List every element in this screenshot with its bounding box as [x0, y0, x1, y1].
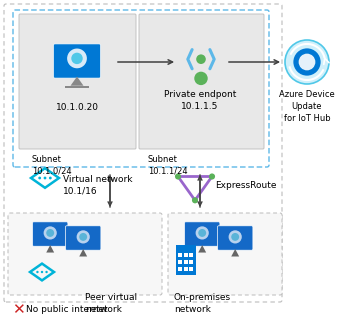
- Circle shape: [231, 233, 239, 241]
- Text: On-premises
network: On-premises network: [174, 293, 231, 314]
- Bar: [184, 267, 188, 271]
- Bar: [178, 267, 182, 271]
- Polygon shape: [198, 245, 206, 253]
- FancyBboxPatch shape: [33, 222, 68, 246]
- Circle shape: [46, 229, 54, 237]
- Bar: [184, 260, 188, 264]
- Circle shape: [209, 173, 215, 180]
- Circle shape: [175, 173, 181, 180]
- FancyBboxPatch shape: [8, 213, 162, 295]
- Polygon shape: [71, 77, 83, 86]
- FancyBboxPatch shape: [54, 44, 100, 78]
- Text: Virtual network
10.1/16: Virtual network 10.1/16: [63, 175, 132, 196]
- Text: ExpressRoute: ExpressRoute: [215, 181, 276, 189]
- Circle shape: [67, 49, 87, 68]
- Bar: [189, 267, 193, 271]
- Circle shape: [79, 233, 87, 241]
- Circle shape: [38, 177, 41, 179]
- Circle shape: [196, 54, 206, 64]
- Bar: [189, 253, 193, 257]
- Bar: [178, 253, 182, 257]
- Polygon shape: [79, 249, 87, 257]
- Circle shape: [36, 271, 39, 273]
- Bar: [65, 86, 89, 88]
- Circle shape: [228, 230, 242, 244]
- Circle shape: [49, 177, 52, 179]
- Text: Private endpont
10.1.1.5: Private endpont 10.1.1.5: [164, 90, 236, 111]
- Circle shape: [293, 48, 321, 76]
- FancyBboxPatch shape: [66, 226, 101, 250]
- Text: No public internet: No public internet: [26, 305, 108, 315]
- Text: Subnet
10.1.0/24: Subnet 10.1.0/24: [32, 155, 72, 176]
- Circle shape: [44, 226, 57, 240]
- Text: ✕: ✕: [12, 303, 24, 318]
- Circle shape: [41, 271, 43, 273]
- Polygon shape: [46, 245, 54, 253]
- Bar: [178, 260, 182, 264]
- Circle shape: [76, 230, 90, 244]
- Text: Subnet
10.1.1/24: Subnet 10.1.1/24: [148, 155, 188, 176]
- Text: Azure Device
Update
for IoT Hub: Azure Device Update for IoT Hub: [279, 90, 335, 123]
- FancyBboxPatch shape: [185, 222, 220, 246]
- Bar: [184, 253, 188, 257]
- FancyBboxPatch shape: [19, 14, 136, 149]
- Circle shape: [194, 72, 208, 85]
- Circle shape: [71, 53, 83, 64]
- Text: 10.1.0.20: 10.1.0.20: [56, 103, 98, 112]
- Circle shape: [285, 40, 329, 84]
- Circle shape: [44, 177, 46, 179]
- FancyBboxPatch shape: [176, 245, 196, 275]
- Circle shape: [198, 229, 206, 237]
- FancyBboxPatch shape: [168, 213, 282, 295]
- Circle shape: [192, 197, 198, 203]
- FancyBboxPatch shape: [139, 14, 264, 149]
- Bar: [189, 260, 193, 264]
- Polygon shape: [231, 249, 239, 257]
- Circle shape: [299, 54, 315, 70]
- FancyBboxPatch shape: [217, 226, 253, 250]
- Text: Peer virtual
network: Peer virtual network: [85, 293, 137, 314]
- Circle shape: [45, 271, 48, 273]
- Circle shape: [196, 226, 209, 240]
